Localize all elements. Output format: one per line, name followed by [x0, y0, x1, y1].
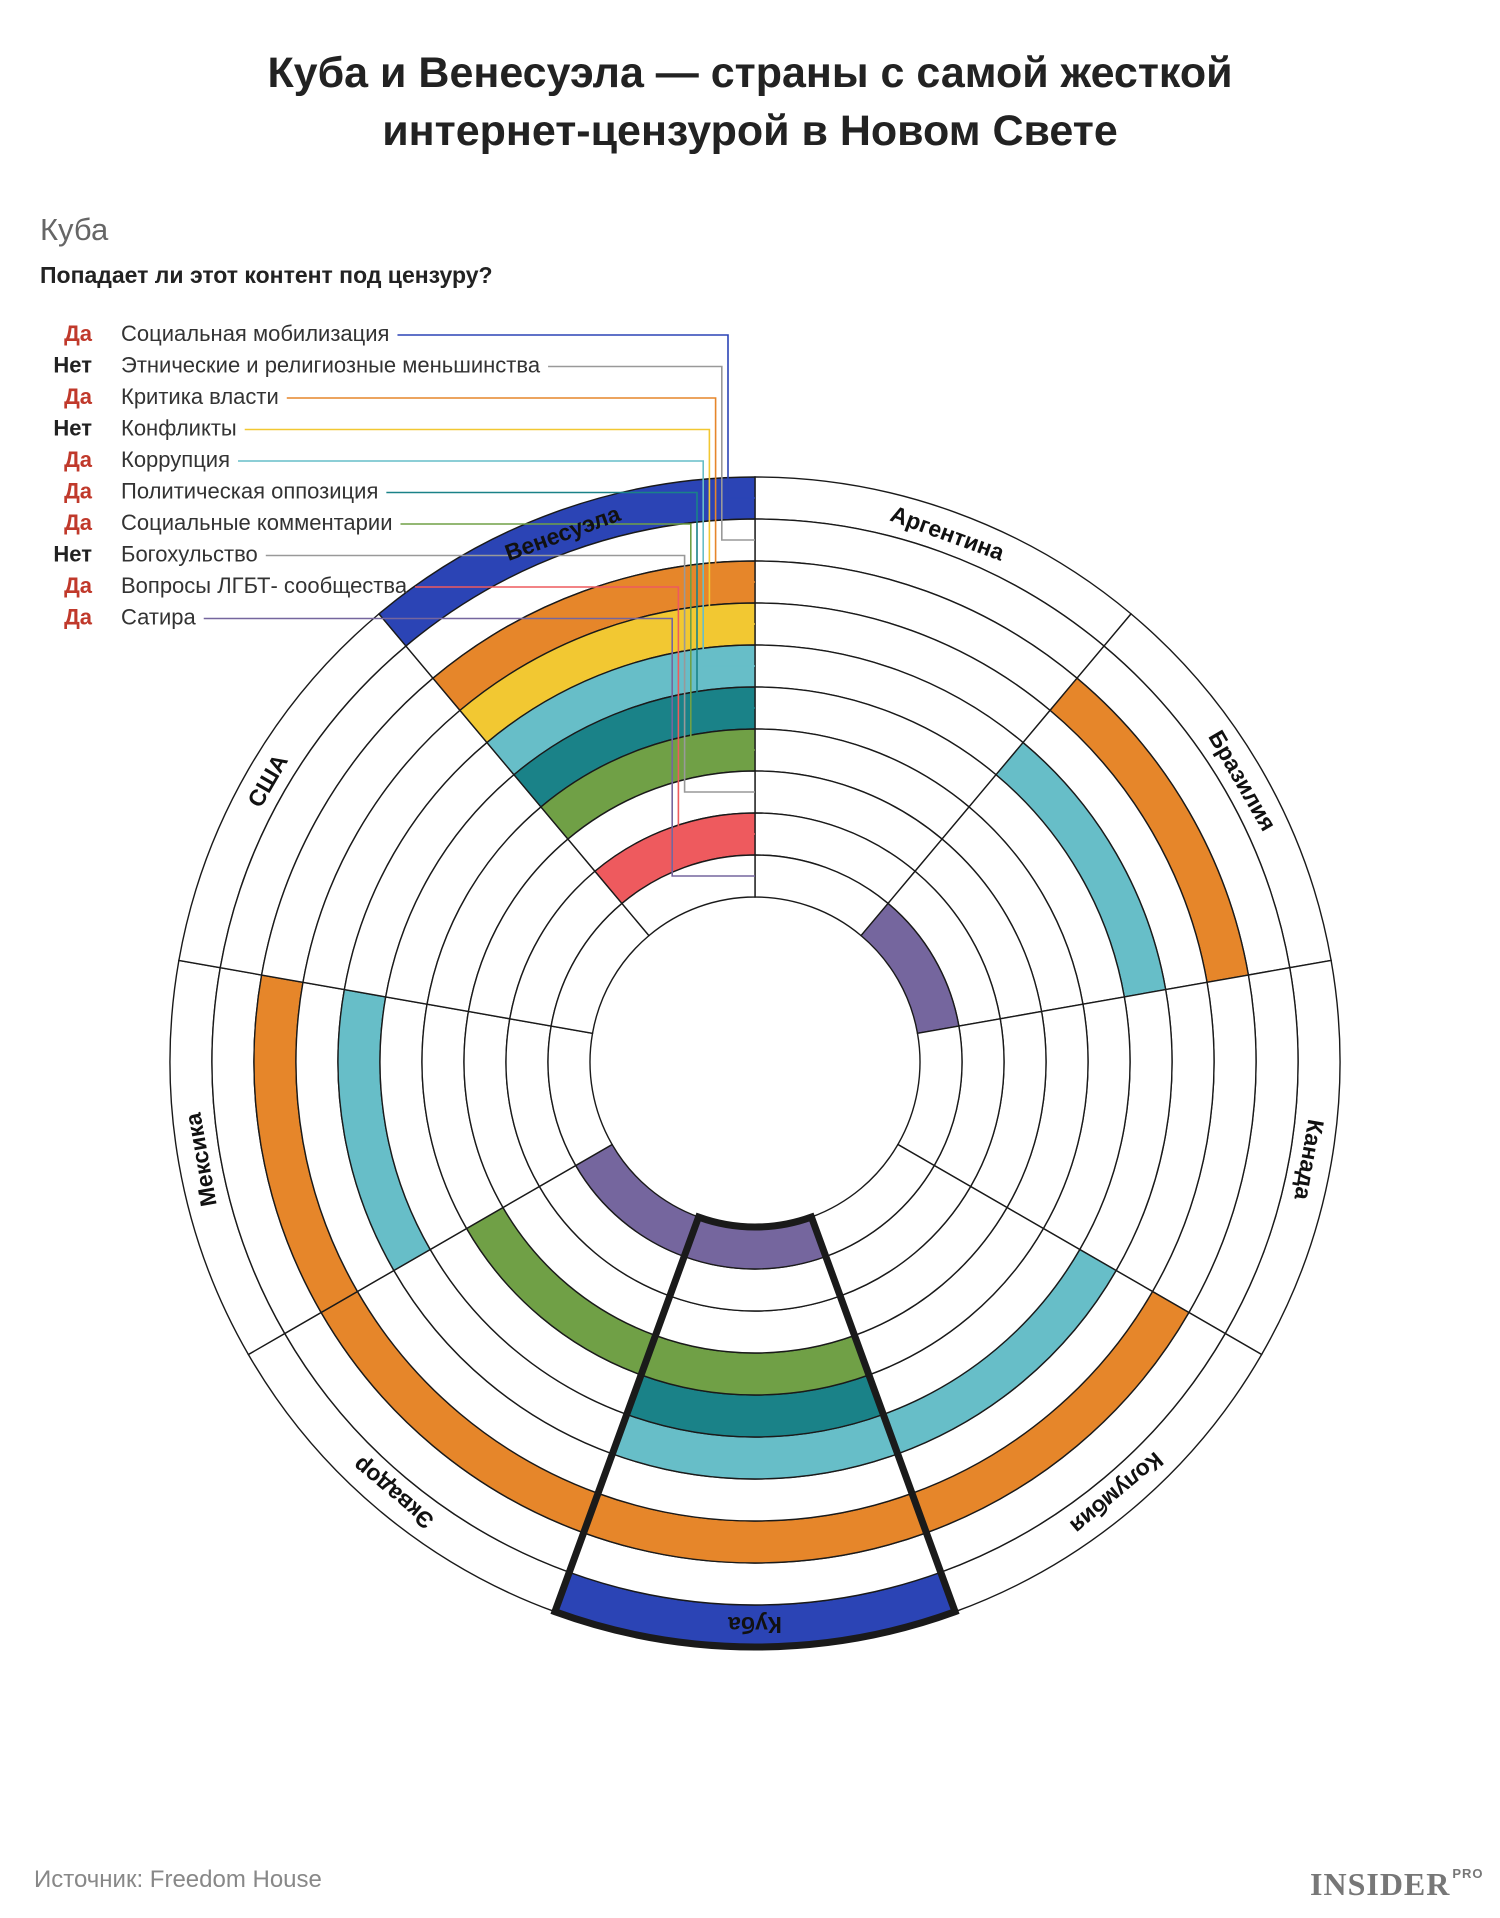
legend-answer-3: Нет [53, 415, 92, 440]
legend-answer-1: Нет [53, 352, 92, 377]
leader-line-3 [244, 428, 755, 625]
chart-title: Куба и Венесуэла — страны с самой жестко… [0, 44, 1500, 160]
legend-label-3: Конфликты [121, 415, 237, 440]
highlight-outline [550, 1212, 960, 1651]
legend-label-9: Сатира [121, 604, 196, 629]
legend-question: Попадает ли этот контент под цензуру? [40, 262, 493, 288]
legend-label-8: Вопросы ЛГБТ- сообщества [121, 573, 408, 598]
legend-answer-0: Да [64, 321, 93, 346]
legend-answer-9: Да [64, 604, 93, 629]
leader-line-2 [286, 397, 755, 583]
leader-line-8 [415, 586, 755, 835]
brand-name: INSIDER [1310, 1866, 1451, 1902]
legend-answer-7: Нет [53, 541, 92, 566]
legend-label-5: Политическая оппозиция [121, 478, 378, 503]
leader-line-0 [397, 334, 755, 499]
legend-answer-8: Да [64, 573, 93, 598]
legend-leader-lines [203, 334, 755, 877]
leader-line-4 [238, 460, 755, 667]
legend-label-7: Богохульство [121, 541, 258, 566]
country-label-4: Куба [728, 1612, 782, 1638]
title-line-1: Куба и Венесуэла — страны с самой жестко… [267, 49, 1233, 97]
legend-label-2: Критика власти [121, 384, 279, 409]
brand-suffix: PRO [1452, 1866, 1484, 1881]
legend-answer-5: Да [64, 478, 93, 503]
leader-line-7 [265, 554, 755, 793]
chart-segments [169, 476, 1341, 1648]
title-line-2: интернет-цензурой в Новом Свете [382, 107, 1118, 155]
legend-label-4: Коррупция [121, 447, 230, 472]
legend-answer-2: Да [64, 384, 93, 409]
leader-line-5 [386, 491, 755, 709]
highlight-frame [550, 1212, 960, 1651]
selected-country-label: Куба [40, 212, 109, 247]
legend-label-1: Этнические и религиозные меньшинства [121, 352, 541, 377]
leader-line-6 [400, 523, 755, 751]
legend-label-6: Социальные комментарии [121, 510, 392, 535]
legend-label-0: Социальная мобилизация [121, 321, 389, 346]
legend-answer-6: Да [64, 510, 93, 535]
brand-logo: INSIDER PRO [1310, 1866, 1484, 1903]
segment-8-9 [620, 854, 756, 937]
legend: Да Социальная мобилизация Нет Этнические и … [53, 321, 540, 630]
leader-line-1 [548, 365, 755, 541]
source-note: Источник: Freedom House [34, 1866, 322, 1893]
leader-line-9 [203, 617, 755, 877]
legend-answer-4: Да [64, 447, 93, 472]
